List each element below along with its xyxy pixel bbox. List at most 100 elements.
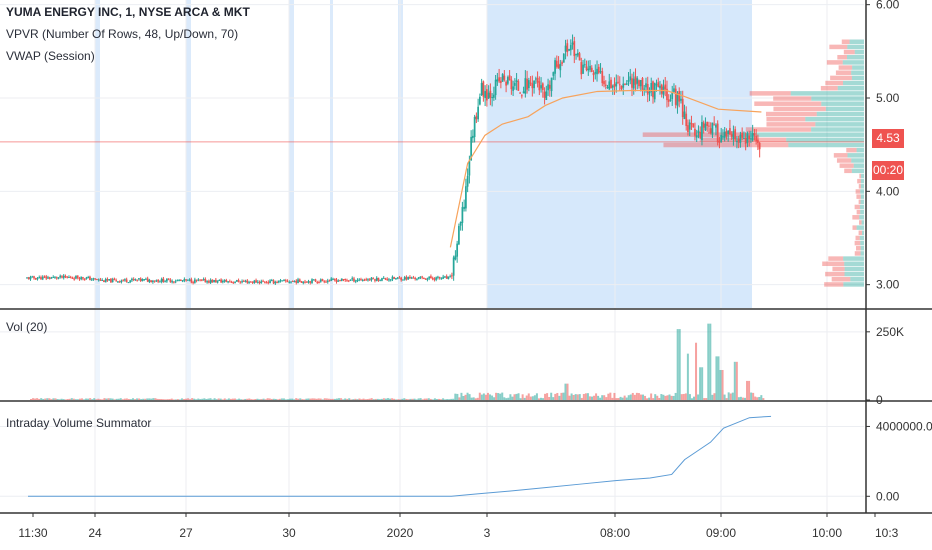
volume-bar xyxy=(625,397,628,400)
volume-bar xyxy=(115,398,118,400)
volume-bar xyxy=(756,397,759,400)
candle-body xyxy=(487,92,490,99)
candle-body xyxy=(388,279,390,281)
volume-bar xyxy=(32,398,35,400)
volume-bar xyxy=(293,399,296,400)
candle-body xyxy=(305,281,308,283)
candle-body xyxy=(459,221,462,226)
volume-bar xyxy=(266,398,269,400)
volume-bar xyxy=(438,398,440,400)
candle-body xyxy=(618,84,621,86)
volume-bar xyxy=(42,398,45,400)
volume-bar xyxy=(329,398,332,400)
volume-bar xyxy=(405,398,408,400)
volume-bar xyxy=(299,398,302,400)
volume-bar xyxy=(429,398,432,400)
vpvr-row-down xyxy=(855,189,861,194)
volume-bar xyxy=(554,393,557,400)
vpvr-row-down xyxy=(831,277,851,282)
volume-bar xyxy=(176,399,179,400)
vpvr-row-up xyxy=(860,184,864,189)
vpvr-row-up xyxy=(861,173,864,179)
candle-body xyxy=(255,280,257,283)
volume-bar xyxy=(719,370,722,400)
candle-body xyxy=(746,133,749,143)
vpvr-row-up xyxy=(851,168,864,174)
candle-body xyxy=(545,91,548,101)
volume-bar xyxy=(568,395,571,400)
volume-bar xyxy=(733,361,736,400)
candle-body xyxy=(251,281,254,283)
candle-body xyxy=(220,279,222,283)
candle-body xyxy=(52,276,55,278)
candle-body xyxy=(601,71,604,84)
volume-bar xyxy=(472,397,475,400)
volume-bar xyxy=(378,399,381,400)
volume-bar xyxy=(599,397,602,400)
volume-bar xyxy=(360,399,363,400)
candle-body xyxy=(330,278,333,281)
volume-bar xyxy=(178,399,181,400)
candle-body xyxy=(416,278,418,280)
candle-body xyxy=(122,280,125,282)
volume-bar xyxy=(89,398,92,400)
candle-body xyxy=(639,80,642,87)
candle-body xyxy=(160,278,163,282)
volume-bar xyxy=(672,395,675,400)
candle-body xyxy=(64,276,67,278)
candle-body xyxy=(200,279,203,281)
candle-body xyxy=(138,278,140,280)
vpvr-row-up xyxy=(805,116,864,122)
volume-bar xyxy=(631,392,634,400)
candle-body xyxy=(744,137,747,144)
volume-bar xyxy=(244,398,247,400)
candle-body xyxy=(685,113,688,127)
volume-bar xyxy=(664,395,667,400)
vpvr-row-down xyxy=(828,256,844,261)
candle-body xyxy=(391,276,394,280)
volume-bar xyxy=(460,392,463,400)
volume-bar xyxy=(417,398,420,400)
time-tick-label: 11:30 xyxy=(18,526,47,540)
volume-bar xyxy=(621,397,624,400)
vpvr-row-down xyxy=(855,235,860,241)
candle-body xyxy=(274,281,277,284)
volume-bar xyxy=(454,393,457,400)
candle-body xyxy=(110,278,112,283)
volume-bar xyxy=(313,398,316,400)
vpvr-row-down xyxy=(858,184,861,189)
volume-bar xyxy=(572,394,575,400)
volume-bar xyxy=(240,399,243,400)
candle-body xyxy=(62,275,65,279)
volume-bar xyxy=(68,398,71,400)
volume-bar xyxy=(627,395,630,400)
volume-bar xyxy=(309,398,312,400)
vpvr-row-down xyxy=(857,178,861,184)
volume-bar xyxy=(168,399,171,400)
candle-body xyxy=(199,279,201,281)
candle-body xyxy=(402,279,404,281)
candle-body xyxy=(725,131,728,137)
candle-body xyxy=(223,280,226,282)
volume-bar xyxy=(552,397,555,400)
volume-bar xyxy=(270,398,273,400)
candle-body xyxy=(298,279,301,282)
volume-bar xyxy=(540,397,542,400)
candle-body xyxy=(148,279,151,283)
candle-body xyxy=(139,278,142,281)
volume-bar xyxy=(623,395,626,400)
candle-body xyxy=(284,280,287,282)
candle-body xyxy=(748,135,751,140)
candle-body xyxy=(127,282,130,284)
volume-bar xyxy=(203,398,206,400)
volume-bar xyxy=(503,397,506,400)
candle-body xyxy=(430,276,432,279)
candle-body xyxy=(538,81,541,91)
candle-body xyxy=(734,129,737,140)
volume-bar xyxy=(684,393,687,400)
volume-bar xyxy=(54,398,57,400)
candle-body xyxy=(209,280,212,284)
candle-body xyxy=(683,111,686,119)
vpvr-row-down xyxy=(835,70,852,75)
candle-body xyxy=(479,96,481,105)
